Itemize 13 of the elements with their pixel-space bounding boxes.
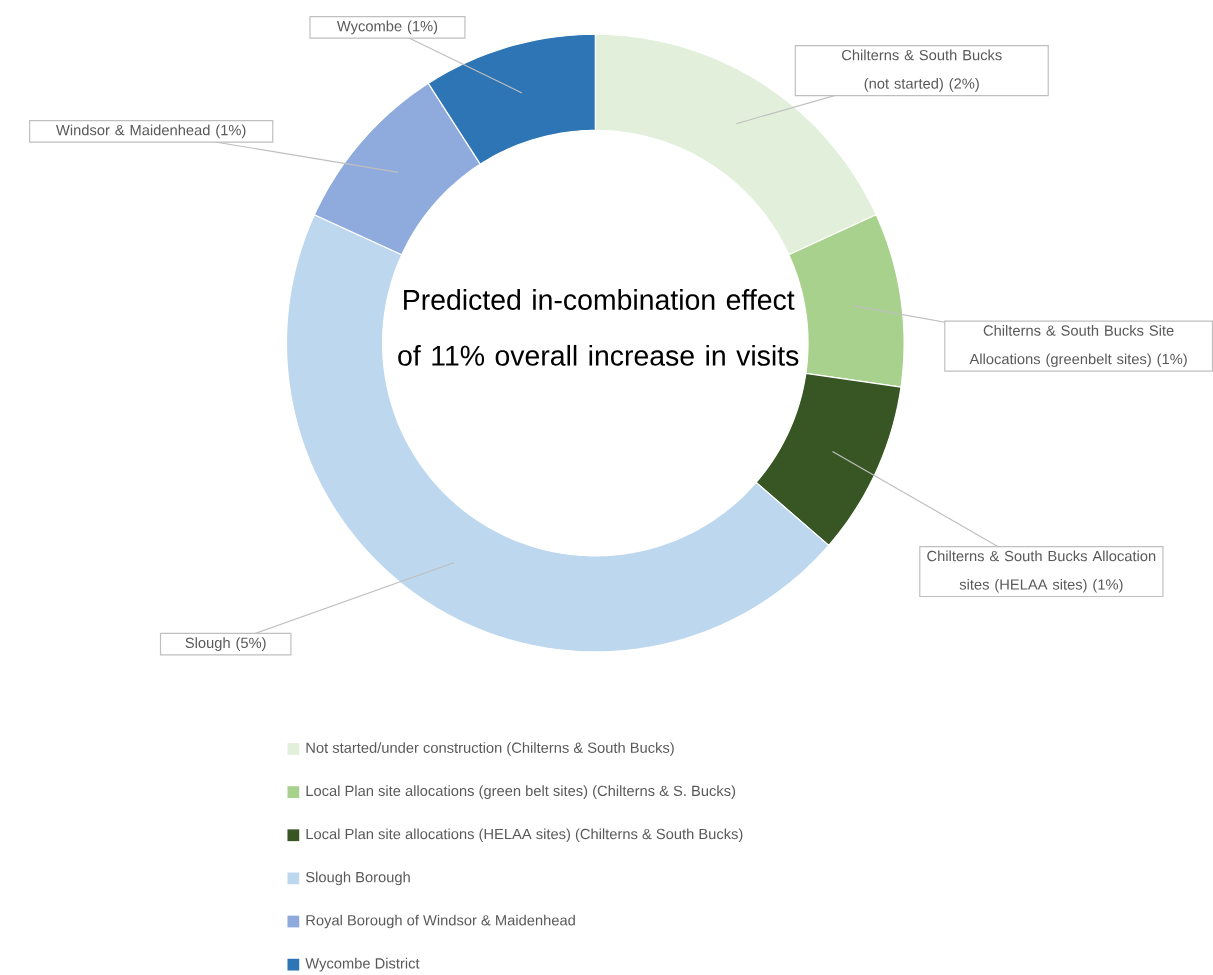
legend-label: Slough Borough [305, 871, 410, 886]
text: Chilterns & South Bucks (not started) (2%) [842, 49, 1002, 92]
legend-label: Wycombe District [305, 957, 420, 972]
data-label: Wycombe (1%) [336, 20, 438, 35]
data-label: Chilterns & South Bucks Allocation sites (HELAA sites) (1%) [927, 550, 1156, 593]
legend-label: Not started/under construction (Chilterns & South Bucks) [306, 741, 674, 756]
legend-label: Local Plan site allocations (green belt sites) (Chilterns & S. Bucks) [306, 785, 736, 799]
legend-label: Local Plan site allocations (HELAA sites) (Chilterns & South Bucks) [306, 828, 743, 842]
data-label: Windsor & Maidenhead (1%) [56, 124, 246, 138]
data-label: Chilterns & South Bucks Site Allocations (greenbelt sites) (1%) [969, 324, 1187, 367]
legend-label: Royal Borough of Windsor & Maidenhead [306, 914, 575, 929]
chart-title: Predicted in-combination effect of 11% overall increase in visits [398, 288, 799, 366]
data-label: Slough (5%) [185, 637, 266, 651]
